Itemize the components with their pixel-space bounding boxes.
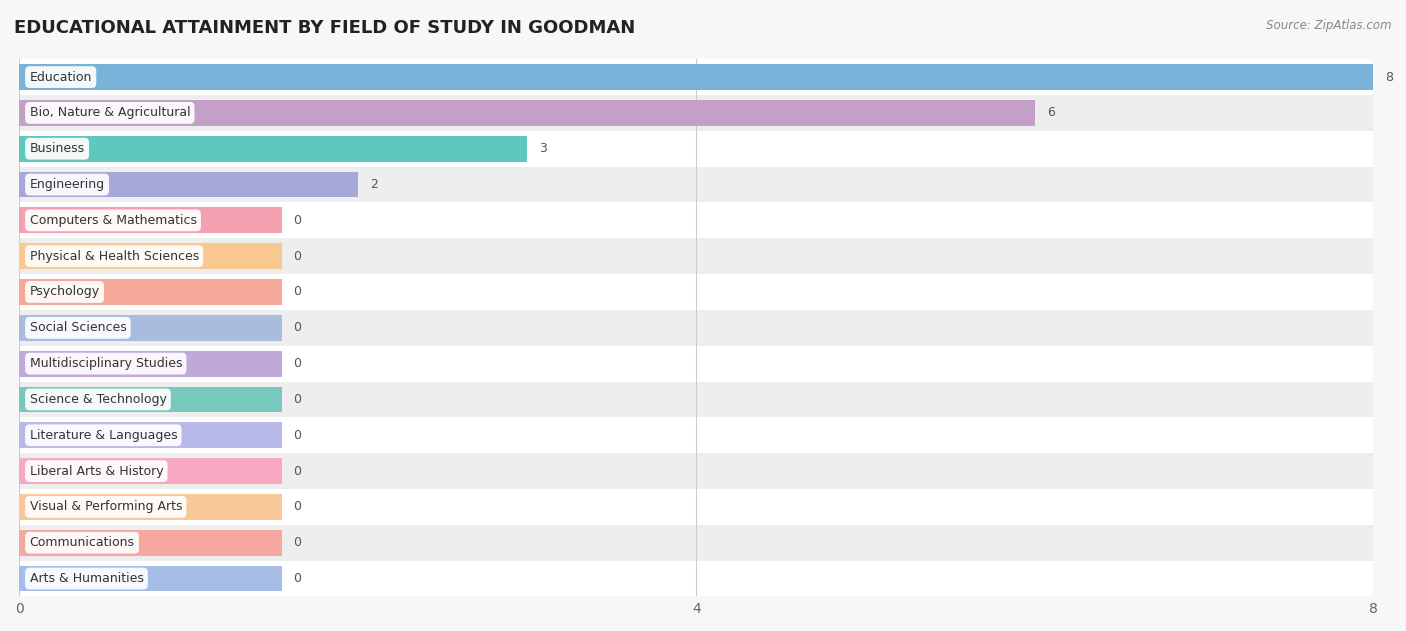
Bar [20, 351, 281, 377]
Bar [20, 530, 281, 556]
Text: Computers & Mathematics: Computers & Mathematics [30, 214, 197, 227]
Bar [20, 274, 1374, 310]
Bar [20, 315, 281, 341]
Text: EDUCATIONAL ATTAINMENT BY FIELD OF STUDY IN GOODMAN: EDUCATIONAL ATTAINMENT BY FIELD OF STUDY… [14, 19, 636, 37]
Bar [20, 494, 281, 520]
Text: 0: 0 [294, 464, 301, 478]
Bar [20, 458, 281, 484]
Bar [20, 95, 1374, 131]
Bar [20, 453, 1374, 489]
Bar [20, 59, 1374, 95]
Text: Social Sciences: Social Sciences [30, 321, 127, 334]
Text: 0: 0 [294, 214, 301, 227]
Bar [20, 279, 281, 305]
Bar [20, 560, 1374, 596]
Text: Education: Education [30, 71, 91, 83]
Text: 0: 0 [294, 285, 301, 298]
Text: 0: 0 [294, 500, 301, 514]
Text: 0: 0 [294, 357, 301, 370]
Bar [20, 525, 1374, 560]
Text: 0: 0 [294, 536, 301, 549]
Text: Multidisciplinary Studies: Multidisciplinary Studies [30, 357, 181, 370]
Bar [20, 100, 1035, 126]
Bar [20, 167, 1374, 203]
Bar [20, 64, 1374, 90]
Text: 0: 0 [294, 428, 301, 442]
Bar [20, 131, 1374, 167]
Text: 0: 0 [294, 393, 301, 406]
Bar [20, 310, 1374, 346]
Text: Liberal Arts & History: Liberal Arts & History [30, 464, 163, 478]
Text: 8: 8 [1385, 71, 1393, 83]
Text: 3: 3 [538, 142, 547, 155]
Bar [20, 565, 281, 591]
Bar [20, 417, 1374, 453]
Bar [20, 489, 1374, 525]
Text: 0: 0 [294, 572, 301, 585]
Bar [20, 136, 527, 162]
Text: Literature & Languages: Literature & Languages [30, 428, 177, 442]
Bar [20, 244, 281, 269]
Text: Science & Technology: Science & Technology [30, 393, 166, 406]
Bar [20, 422, 281, 448]
Text: 6: 6 [1047, 107, 1054, 119]
Text: 2: 2 [370, 178, 378, 191]
Bar [20, 239, 1374, 274]
Text: Engineering: Engineering [30, 178, 104, 191]
Bar [20, 387, 281, 412]
Text: Bio, Nature & Agricultural: Bio, Nature & Agricultural [30, 107, 190, 119]
Text: Communications: Communications [30, 536, 135, 549]
Bar [20, 208, 281, 233]
Text: Business: Business [30, 142, 84, 155]
Text: Source: ZipAtlas.com: Source: ZipAtlas.com [1267, 19, 1392, 32]
Text: Visual & Performing Arts: Visual & Performing Arts [30, 500, 181, 514]
Text: 0: 0 [294, 321, 301, 334]
Bar [20, 203, 1374, 239]
Bar [20, 172, 359, 198]
Text: Psychology: Psychology [30, 285, 100, 298]
Bar [20, 382, 1374, 417]
Text: 0: 0 [294, 250, 301, 262]
Text: Physical & Health Sciences: Physical & Health Sciences [30, 250, 198, 262]
Text: Arts & Humanities: Arts & Humanities [30, 572, 143, 585]
Bar [20, 346, 1374, 382]
